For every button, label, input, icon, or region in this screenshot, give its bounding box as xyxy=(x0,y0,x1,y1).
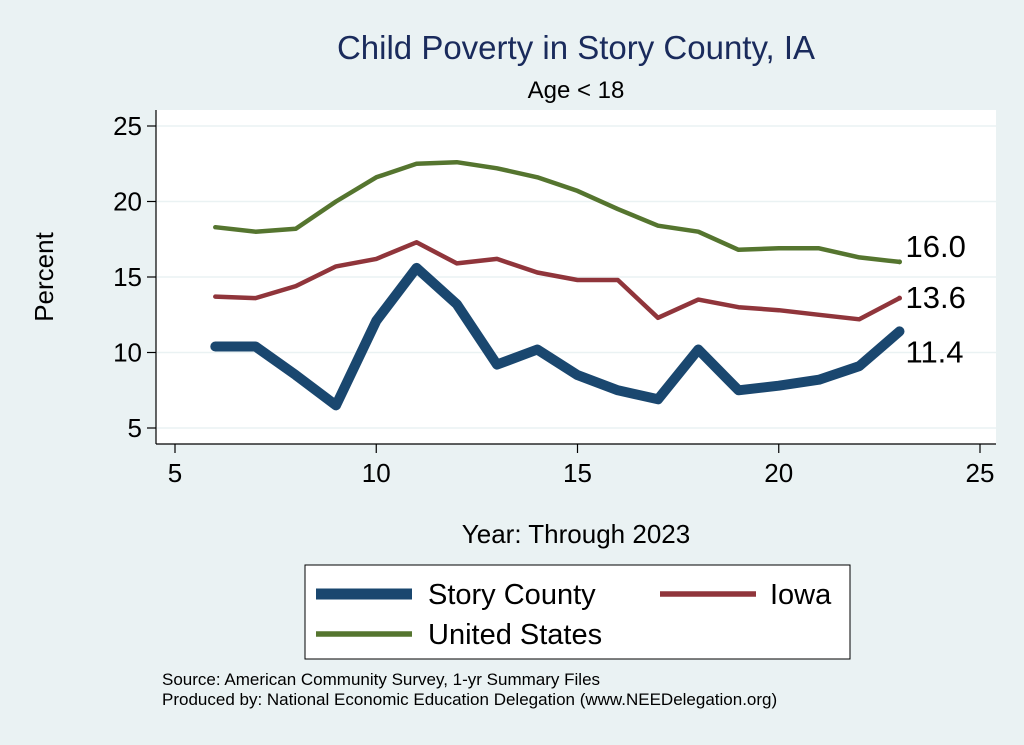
source-note: Source: American Community Survey, 1-yr … xyxy=(162,670,600,689)
x-axis-label: Year: Through 2023 xyxy=(462,519,690,549)
iowa-legend-label: Iowa xyxy=(770,579,832,611)
legend: Story County Iowa United States xyxy=(304,564,851,660)
chart-title: Child Poverty in Story County, IA xyxy=(337,29,815,66)
iowa-end-label: 13.6 xyxy=(906,280,966,315)
story-county-line xyxy=(210,262,905,411)
story-county-end-point xyxy=(895,327,904,336)
x-tick-label: 10 xyxy=(362,458,391,488)
y-tick-label: 5 xyxy=(128,413,142,443)
iowa-end-point xyxy=(897,295,902,301)
united-states-end-label: 16.0 xyxy=(906,229,966,264)
iowa-line xyxy=(213,240,902,322)
x-axis-ticks: 5 10 15 20 25 xyxy=(168,444,995,488)
producer-note: Produced by: National Economic Education… xyxy=(162,690,777,709)
series-lines xyxy=(210,159,905,411)
x-tick-label: 25 xyxy=(966,458,995,488)
x-tick-label: 15 xyxy=(563,458,592,488)
united-states-line xyxy=(213,159,902,265)
y-axis-label: Percent xyxy=(29,231,59,321)
y-tick-label: 20 xyxy=(113,187,142,217)
story-county-legend-label: Story County xyxy=(428,579,596,611)
legend-box xyxy=(304,564,851,660)
x-tick-label: 20 xyxy=(764,458,793,488)
end-labels: 11.4 13.6 16.0 xyxy=(906,229,966,369)
y-tick-label: 10 xyxy=(113,338,142,368)
united-states-legend-label: United States xyxy=(428,619,602,651)
x-tick-label: 5 xyxy=(168,458,182,488)
y-axis-ticks: 5 10 15 20 25 xyxy=(113,111,156,443)
united-states-end-point xyxy=(897,259,902,265)
gridlines xyxy=(157,125,996,429)
story-county-end-label: 11.4 xyxy=(906,334,964,369)
y-tick-label: 15 xyxy=(113,262,142,292)
chart-subtitle: Age < 18 xyxy=(528,77,625,104)
y-tick-label: 25 xyxy=(113,111,142,141)
